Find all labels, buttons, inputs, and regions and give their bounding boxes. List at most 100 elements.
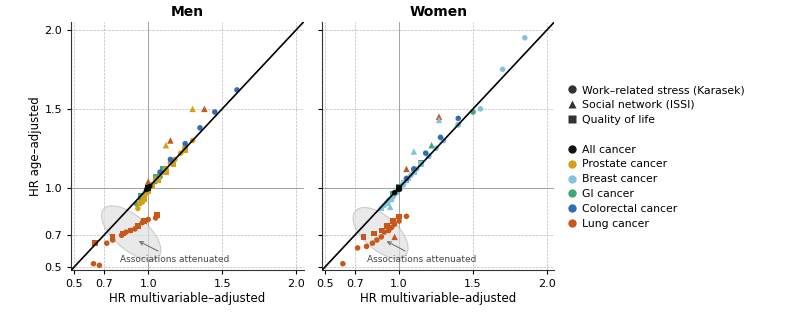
Point (400, 176, 413, 181)
Point (497, 67, 509, 72)
Point (391, 188, 404, 193)
Point (179, 141, 192, 146)
Point (408, 170, 421, 175)
Point (131, 223, 144, 228)
Point (466, 110, 479, 115)
Point (386, 192, 399, 197)
Point (393, 185, 406, 190)
Point (139, 192, 151, 197)
X-axis label: HR multivariable–adjusted: HR multivariable–adjusted (360, 292, 516, 305)
Point (397, 181, 409, 186)
Point (386, 193, 399, 198)
Point (139, 190, 151, 195)
Point (432, 114, 445, 119)
Point (400, 177, 413, 182)
Point (419, 151, 432, 156)
Point (87, 261, 100, 266)
Point (106, 237, 119, 242)
Point (154, 171, 166, 176)
Point (405, 173, 417, 178)
Point (383, 228, 395, 233)
Point (131, 206, 144, 211)
Point (402, 176, 414, 181)
Point (375, 234, 387, 239)
Point (383, 198, 395, 203)
Point (116, 231, 129, 236)
Point (149, 215, 162, 220)
Point (415, 162, 428, 167)
Point (186, 138, 199, 143)
Point (375, 228, 387, 233)
Point (142, 188, 154, 193)
Point (437, 138, 450, 143)
Point (135, 193, 147, 198)
Point (519, 35, 531, 40)
Point (408, 168, 421, 173)
Point (422, 154, 435, 159)
Point (135, 197, 147, 202)
Point (357, 234, 370, 239)
Point (375, 206, 387, 211)
Point (93, 263, 105, 268)
Point (408, 166, 421, 171)
Ellipse shape (101, 206, 161, 260)
Point (142, 185, 154, 190)
Point (124, 228, 137, 233)
Point (106, 234, 119, 239)
Point (124, 228, 137, 233)
Point (408, 170, 421, 175)
Point (430, 146, 443, 151)
Point (402, 176, 414, 181)
Point (158, 168, 171, 173)
Point (425, 143, 438, 148)
Point (366, 241, 379, 246)
Point (393, 219, 406, 224)
Point (452, 116, 465, 121)
Point (136, 220, 149, 225)
Point (154, 174, 166, 179)
Point (452, 122, 465, 127)
Point (179, 144, 192, 149)
Point (164, 160, 177, 165)
Point (474, 106, 487, 111)
Point (384, 204, 397, 209)
Y-axis label: HR age–adjusted: HR age–adjusted (29, 96, 42, 196)
Point (367, 231, 380, 236)
Point (138, 197, 150, 202)
Point (378, 230, 390, 235)
Point (393, 185, 406, 190)
Point (147, 184, 159, 189)
Point (381, 200, 394, 205)
Point (198, 106, 211, 111)
Point (437, 138, 450, 143)
Legend: Work–related stress (Karasek), Social network (ISSI), Quality of life, , All can: Work–related stress (Karasek), Social ne… (564, 81, 749, 233)
Point (116, 233, 128, 238)
Point (360, 244, 373, 249)
Point (408, 170, 421, 175)
Point (179, 148, 192, 153)
Point (149, 177, 162, 182)
Point (400, 177, 413, 182)
Point (139, 219, 151, 224)
Point (388, 234, 401, 239)
Point (408, 149, 421, 154)
Point (145, 184, 158, 189)
Point (397, 181, 409, 186)
Point (130, 201, 143, 206)
Point (400, 214, 413, 219)
Point (150, 212, 163, 217)
Point (160, 166, 173, 171)
Point (434, 135, 447, 140)
Point (386, 197, 398, 202)
Point (143, 184, 156, 189)
Point (208, 110, 221, 115)
Point (128, 226, 141, 231)
Point (422, 154, 435, 159)
Point (371, 237, 383, 242)
Point (410, 166, 423, 171)
Point (142, 179, 154, 184)
Point (149, 179, 162, 184)
Point (160, 143, 173, 148)
Point (145, 182, 158, 187)
Point (352, 246, 364, 251)
